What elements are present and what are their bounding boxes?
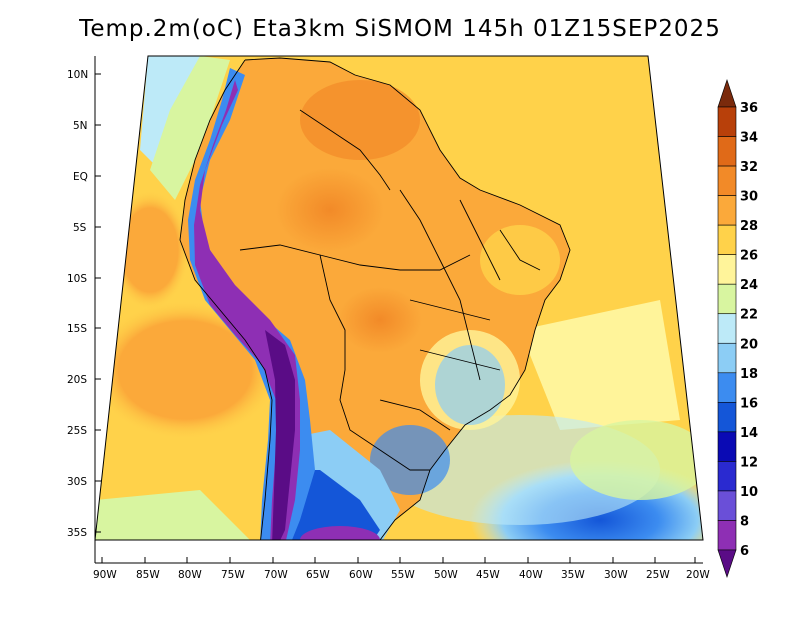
lon-label: 25W: [646, 569, 670, 581]
colorbar-level-label: 30: [740, 190, 758, 205]
colorbar-level-label: 12: [740, 455, 758, 470]
colorbar-swatch: [717, 372, 737, 403]
lon-label: 50W: [434, 569, 458, 581]
lat-label: EQ: [73, 171, 88, 183]
lon-label: 80W: [178, 569, 202, 581]
colorbar: 36 34 32 30 28 26 24 22 20 18 16 14 12 10 8 6: [717, 79, 758, 578]
lon-label: 45W: [476, 569, 500, 581]
lat-label: 20S: [67, 374, 87, 386]
colorbar-level-label: 22: [740, 308, 758, 323]
colorbar-swatch: [717, 520, 737, 551]
colorbar-level-label: 8: [740, 514, 749, 529]
lon-label: 30W: [604, 569, 628, 581]
colorbar-swatch: [717, 461, 737, 492]
colorbar-swatch: [717, 402, 737, 433]
lat-label: 35S: [67, 527, 87, 539]
lon-label: 60W: [349, 569, 373, 581]
latitude-ticks: [95, 73, 101, 533]
colorbar-swatch: [717, 195, 737, 226]
colorbar-level-label: 28: [740, 219, 758, 234]
colorbar-level-label: 32: [740, 160, 758, 175]
colorbar-level-label: 34: [740, 131, 758, 146]
andes-coldest-ridge: [194, 80, 300, 540]
colorbar-swatch: [717, 283, 737, 315]
lat-label: 10S: [67, 273, 87, 285]
lon-label: 90W: [93, 569, 117, 581]
colorbar-swatch: [717, 106, 737, 137]
colorbar-swatch: [717, 490, 737, 521]
coastline: [244, 57, 571, 540]
colorbar-level-label: 14: [740, 426, 758, 441]
lon-label: 35W: [561, 569, 585, 581]
pacific-warm-patch: [95, 300, 280, 440]
atlantic-mild-band: [520, 300, 680, 430]
colorbar-top-triangle: [717, 79, 737, 108]
map-frame: [94, 55, 704, 541]
lat-label: 15S: [67, 323, 87, 335]
patagonia-cold-core: [300, 526, 380, 540]
lat-label: 25S: [67, 425, 87, 437]
colorbar-level-label: 6: [740, 544, 749, 559]
amazon-hot-core: [240, 140, 420, 280]
colorbar-level-label: 26: [740, 249, 758, 264]
north-hot-core: [300, 80, 420, 160]
lat-label: 10N: [67, 69, 88, 81]
lon-label: 70W: [264, 569, 288, 581]
colorbar-level-label: 24: [740, 278, 758, 293]
lat-label: 5N: [73, 120, 88, 132]
colorbar-level-label: 10: [740, 485, 758, 500]
lon-label: 20W: [686, 569, 710, 581]
colorbar-swatch: [717, 165, 737, 196]
colorbar-level-label: 16: [740, 396, 758, 411]
colorbar-swatch: [717, 313, 737, 344]
pacific-cool-south: [95, 490, 250, 540]
longitude-labels: 90W 85W 80W 75W 70W 65W 60W 55W 50W 45W …: [93, 569, 710, 581]
andes-purple-core: [265, 330, 295, 540]
pacific-mild-north: [150, 56, 230, 200]
colorbar-swatch: [717, 136, 737, 167]
map-title: Temp.2m(oC) Eta3km SiSMOM 145h 01Z15SEP2…: [79, 16, 721, 42]
lat-label: 5S: [73, 222, 87, 234]
south-atlantic-mild-2: [570, 420, 703, 500]
colorbar-level-label: 18: [740, 367, 758, 382]
lon-label: 75W: [221, 569, 245, 581]
colorbar-bottom-triangle: [717, 549, 737, 578]
lon-label: 40W: [519, 569, 543, 581]
lon-label: 85W: [136, 569, 160, 581]
west-coastline: [179, 59, 273, 540]
colorbar-swatch: [717, 342, 737, 374]
lon-label: 55W: [391, 569, 415, 581]
colorbar-swatch: [717, 431, 737, 462]
colorbar-level-label: 36: [740, 101, 758, 116]
country-borders: [179, 57, 571, 540]
colorbar-level-label: 20: [740, 337, 758, 352]
map-field: [95, 56, 703, 540]
south-brazil-cold: [370, 425, 450, 495]
longitude-ticks: [101, 557, 696, 563]
brazil-border: [239, 109, 471, 471]
lon-label: 65W: [306, 569, 330, 581]
latitude-labels: 10N 5N EQ 5S 10S 15S 20S 25S 30S 35S: [67, 69, 88, 539]
state-borders: [379, 189, 541, 431]
southeast-cold: [435, 345, 505, 425]
colorbar-swatch: [717, 224, 737, 255]
colorbar-swatch: [717, 254, 737, 285]
lat-label: 30S: [67, 476, 87, 488]
